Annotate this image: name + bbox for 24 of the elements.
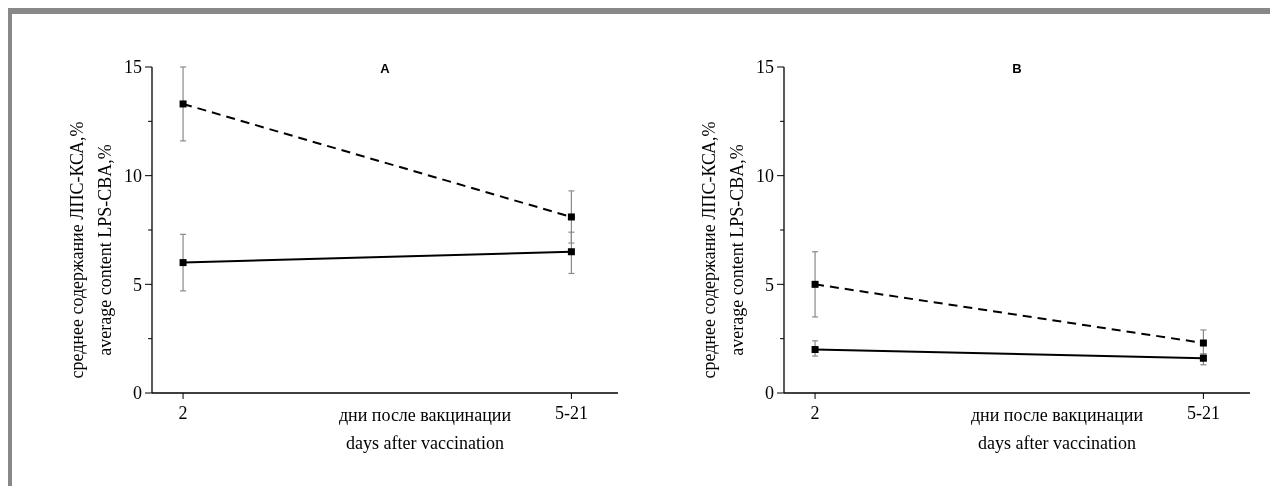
y-tick-label: 5 — [133, 274, 142, 295]
y-tick-label: 10 — [124, 165, 142, 186]
y-tick-label: 0 — [765, 383, 774, 404]
point — [179, 100, 187, 108]
x-axis-title: дни после вакцинации days after vaccination — [338, 405, 512, 453]
x-tick-label: 2 — [810, 403, 820, 423]
y-tick-label: 5 — [765, 274, 774, 295]
y-tick-label: 15 — [756, 57, 774, 78]
chart-title: A — [380, 61, 391, 76]
x-axis-title: дни после вакцинации days after vaccination — [970, 405, 1144, 453]
point — [811, 280, 819, 288]
y-tick-label: 15 — [124, 57, 142, 78]
y-axis-title: среднее содержание ЛПС-КСА,% average content LPS-CBA,% — [67, 121, 115, 379]
point — [567, 213, 575, 221]
chart-title: B — [1012, 61, 1022, 76]
x-tick-label: 5-21 — [554, 403, 588, 423]
y-tick-label: 0 — [133, 383, 142, 404]
x-tick-label: 2 — [178, 403, 188, 423]
x-tick-label: 5-21 — [1186, 403, 1220, 423]
point — [567, 248, 575, 256]
point — [179, 259, 187, 267]
y-axis-title: среднее содержание ЛПС-КСА,% average content LPS-CBA,% — [699, 121, 747, 379]
point — [1199, 339, 1207, 347]
y-tick-label: 10 — [756, 165, 774, 186]
